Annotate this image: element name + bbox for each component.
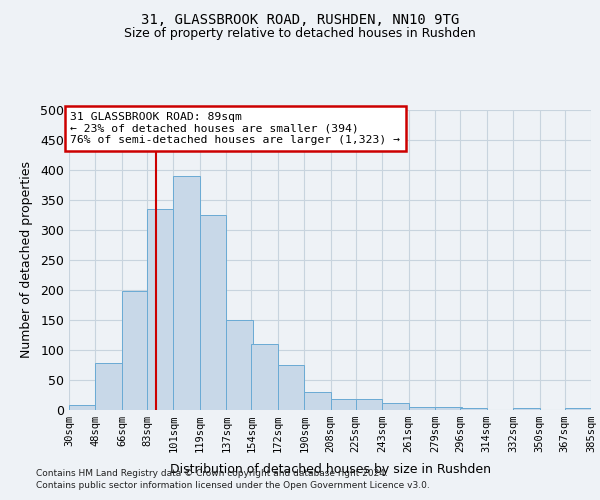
Bar	[331, 399, 357, 410]
Bar	[304, 392, 331, 410]
Text: Contains HM Land Registry data © Crown copyright and database right 2024.: Contains HM Land Registry data © Crown c…	[36, 468, 388, 477]
Bar	[409, 407, 435, 410]
Bar	[565, 408, 591, 410]
Bar	[356, 399, 382, 410]
Bar	[251, 344, 278, 410]
Bar	[513, 408, 539, 410]
X-axis label: Distribution of detached houses by size in Rushden: Distribution of detached houses by size …	[170, 464, 491, 476]
Bar	[69, 405, 95, 410]
Text: 31, GLASSBROOK ROAD, RUSHDEN, NN10 9TG: 31, GLASSBROOK ROAD, RUSHDEN, NN10 9TG	[141, 12, 459, 26]
Text: Size of property relative to detached houses in Rushden: Size of property relative to detached ho…	[124, 28, 476, 40]
Bar	[147, 209, 173, 410]
Bar	[382, 403, 409, 410]
Bar	[226, 320, 253, 410]
Text: 31 GLASSBROOK ROAD: 89sqm
← 23% of detached houses are smaller (394)
76% of semi: 31 GLASSBROOK ROAD: 89sqm ← 23% of detac…	[70, 112, 400, 145]
Bar	[278, 365, 304, 410]
Bar	[122, 291, 148, 410]
Bar	[173, 176, 200, 410]
Bar	[435, 407, 461, 410]
Text: Contains public sector information licensed under the Open Government Licence v3: Contains public sector information licen…	[36, 481, 430, 490]
Y-axis label: Number of detached properties: Number of detached properties	[20, 162, 33, 358]
Bar	[460, 408, 487, 410]
Bar	[95, 363, 122, 410]
Bar	[200, 215, 226, 410]
